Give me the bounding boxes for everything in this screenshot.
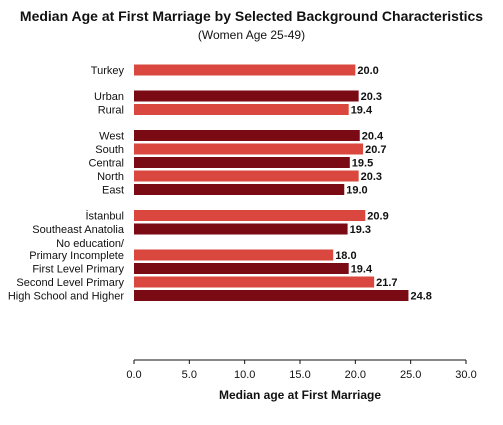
chart-subtitle: (Women Age 25-49) <box>197 28 306 42</box>
bar-value-label: 18.0 <box>335 250 356 262</box>
bar-value-label: 20.7 <box>365 144 386 156</box>
category-label: East <box>102 185 124 197</box>
bar <box>134 157 350 168</box>
x-tick-label: 10.0 <box>234 369 255 381</box>
bar-value-label: 20.4 <box>362 131 384 143</box>
bar <box>134 276 375 288</box>
x-tick-label: 25.0 <box>400 369 421 381</box>
category-label: İstanbul <box>85 210 124 223</box>
category-label: North <box>97 171 124 183</box>
bar-value-label: 19.4 <box>351 264 373 276</box>
bar <box>134 290 409 301</box>
category-label: West <box>99 131 124 143</box>
bar <box>134 143 364 155</box>
category-label: Primary Incomplete <box>29 250 124 262</box>
bar-value-label: 24.8 <box>410 291 431 303</box>
category-label: Southeast Anatolia <box>32 224 125 236</box>
x-axis-title: Median age at First Marriage <box>219 388 381 402</box>
bar-value-label: 19.4 <box>351 105 373 117</box>
bar-value-label: 21.7 <box>376 277 397 289</box>
x-tick-label: 30.0 <box>455 369 476 381</box>
x-tick-label: 5.0 <box>182 369 197 381</box>
category-label: First Level Primary <box>32 264 124 276</box>
bar-value-label: 20.0 <box>357 65 378 77</box>
bar <box>134 170 359 182</box>
category-label: Second Level Primary <box>16 277 124 289</box>
category-label: Turkey <box>91 65 125 77</box>
category-label: High School and Higher <box>8 291 125 303</box>
category-label: Rural <box>98 105 124 117</box>
category-label: No education/ <box>56 238 125 250</box>
category-label: Central <box>89 158 124 170</box>
bar <box>134 249 334 261</box>
bar <box>134 64 356 76</box>
bar <box>134 210 366 221</box>
bar-value-label: 20.3 <box>361 171 382 183</box>
x-tick-label: 0.0 <box>126 369 141 381</box>
bar <box>134 104 349 115</box>
bar <box>134 223 348 235</box>
x-tick-label: 20.0 <box>345 369 366 381</box>
bar <box>134 184 345 195</box>
chart-title: Median Age at First Marriage by Selected… <box>19 8 484 24</box>
bar-value-label: 19.5 <box>352 158 373 170</box>
bar <box>134 90 359 102</box>
bar <box>134 263 349 274</box>
category-label: Urban <box>94 91 124 103</box>
bar-value-label: 20.9 <box>367 211 388 223</box>
bar-value-label: 19.3 <box>350 224 371 236</box>
x-tick-label: 15.0 <box>289 369 310 381</box>
category-label: South <box>95 144 124 156</box>
bar <box>134 130 360 141</box>
bar-value-label: 19.0 <box>346 185 367 197</box>
bar-value-label: 20.3 <box>361 91 382 103</box>
